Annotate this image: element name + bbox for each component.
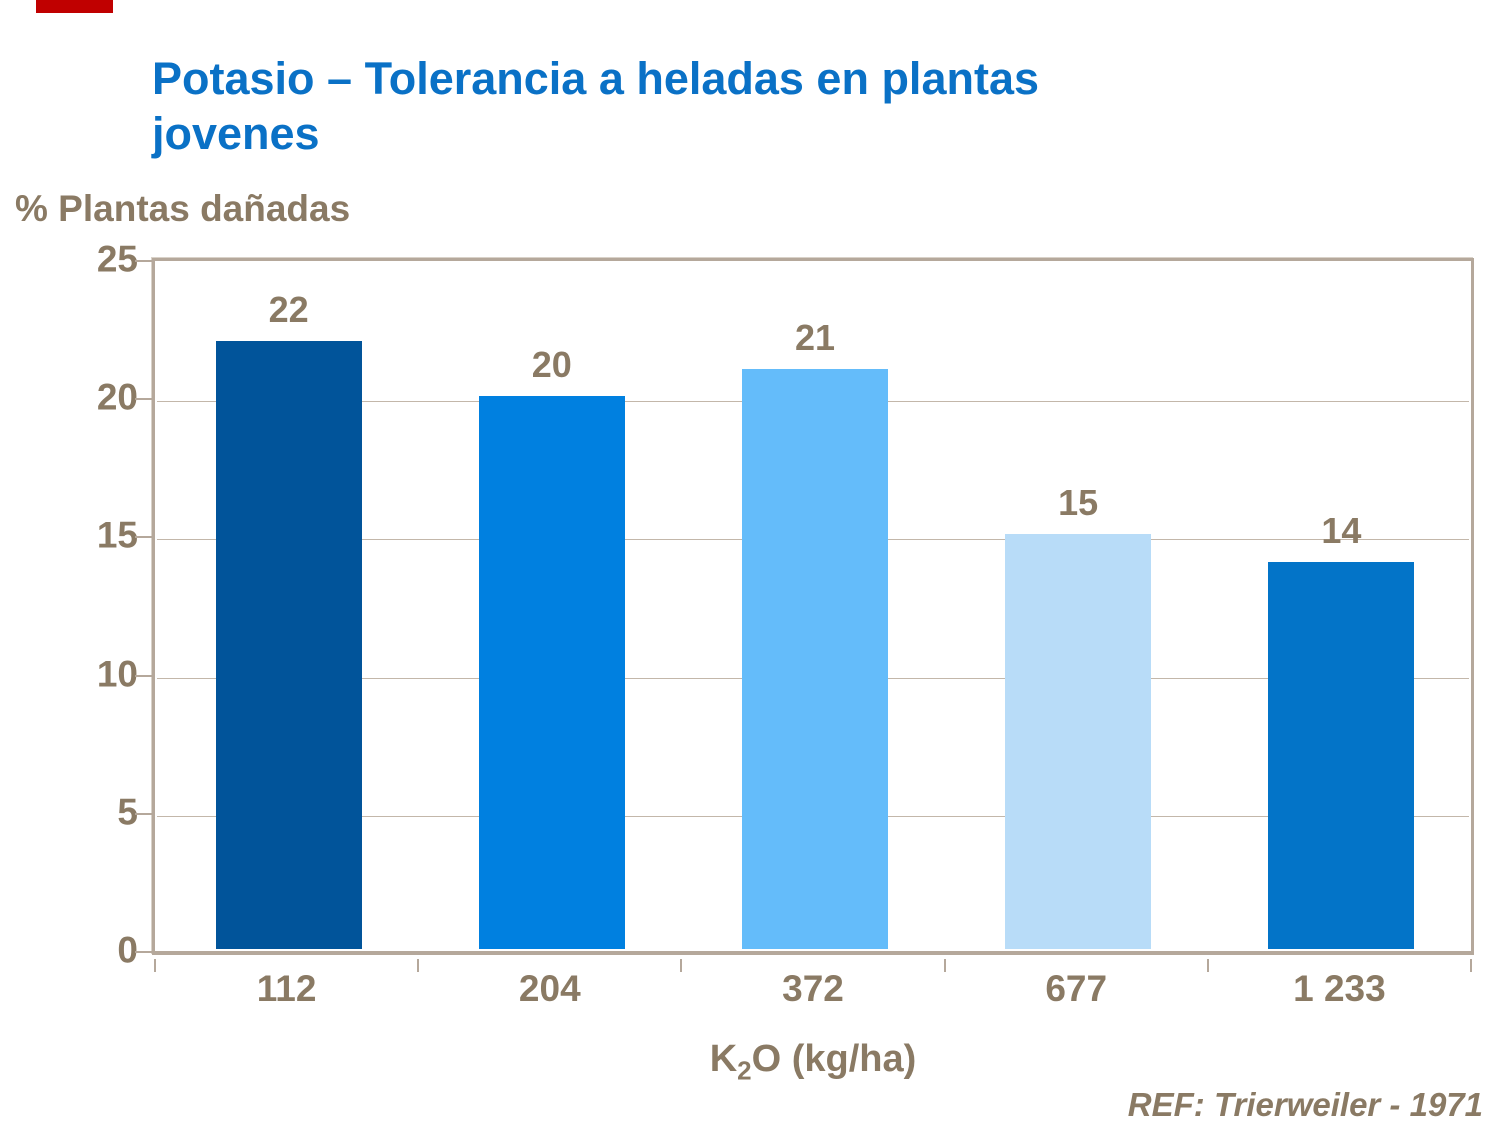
- bar-1233: [1268, 562, 1415, 949]
- x-axis-title-subscript: 2: [737, 1055, 752, 1086]
- bar-value-label: 20: [531, 344, 572, 386]
- bar-204: [478, 396, 625, 949]
- bar-value-label: 21: [794, 316, 836, 358]
- x-tick-label-372: 372: [782, 968, 844, 1009]
- x-tick-label-112: 112: [256, 968, 317, 1009]
- y-tick-mark: [135, 260, 152, 262]
- y-tick-label-0: 0: [117, 929, 138, 971]
- y-axis-title: % Plantas dañadas: [15, 188, 351, 229]
- x-axis-title: K2O (kg/ha): [613, 1038, 1013, 1087]
- x-tick-mark: [154, 959, 156, 972]
- y-tick-mark: [135, 536, 152, 539]
- y-tick-mark: [135, 812, 152, 815]
- y-tick-label-25: 25: [96, 238, 138, 280]
- x-tick-mark: [417, 959, 420, 972]
- y-tick-mark: [135, 674, 152, 677]
- y-tick-mark: [135, 398, 152, 401]
- x-axis-title-rest: O (kg/ha): [751, 1038, 917, 1080]
- page-title-line-2: jovenes: [152, 107, 320, 159]
- plot-area: 22 20 21 15 14: [152, 258, 1474, 955]
- bar-value-label: 22: [268, 288, 309, 330]
- x-tick-label-677: 677: [1045, 968, 1108, 1009]
- plot-inner: 22 20 21 15 14: [157, 263, 1469, 949]
- y-tick-label-20: 20: [96, 376, 138, 418]
- x-tick-mark: [1206, 959, 1209, 972]
- x-axis-title-base: K: [709, 1038, 738, 1080]
- reference-note: REF: Trierweiler - 1971: [1127, 1086, 1483, 1123]
- bar-value-label: 14: [1321, 510, 1362, 552]
- bar-677: [1005, 534, 1152, 949]
- y-tick-label-10: 10: [96, 652, 138, 694]
- x-tick-mark: [680, 959, 683, 972]
- bar-112: [215, 340, 362, 949]
- bar-372: [742, 368, 888, 949]
- bar-value-label: 15: [1058, 482, 1099, 524]
- page-title-line-1: Potasio – Tolerancia a heladas en planta…: [152, 53, 1039, 104]
- red-accent-bar: [36, 0, 113, 13]
- x-tick-label-1233: 1 233: [1293, 968, 1386, 1009]
- x-tick-label-204: 204: [518, 968, 581, 1009]
- y-tick-label-15: 15: [96, 514, 138, 556]
- x-tick-mark: [1470, 959, 1472, 972]
- x-tick-mark: [943, 959, 946, 972]
- page-title: Potasio – Tolerancia a heladas en planta…: [152, 52, 1282, 162]
- y-tick-mark: [135, 951, 152, 953]
- y-tick-label-5: 5: [117, 791, 138, 833]
